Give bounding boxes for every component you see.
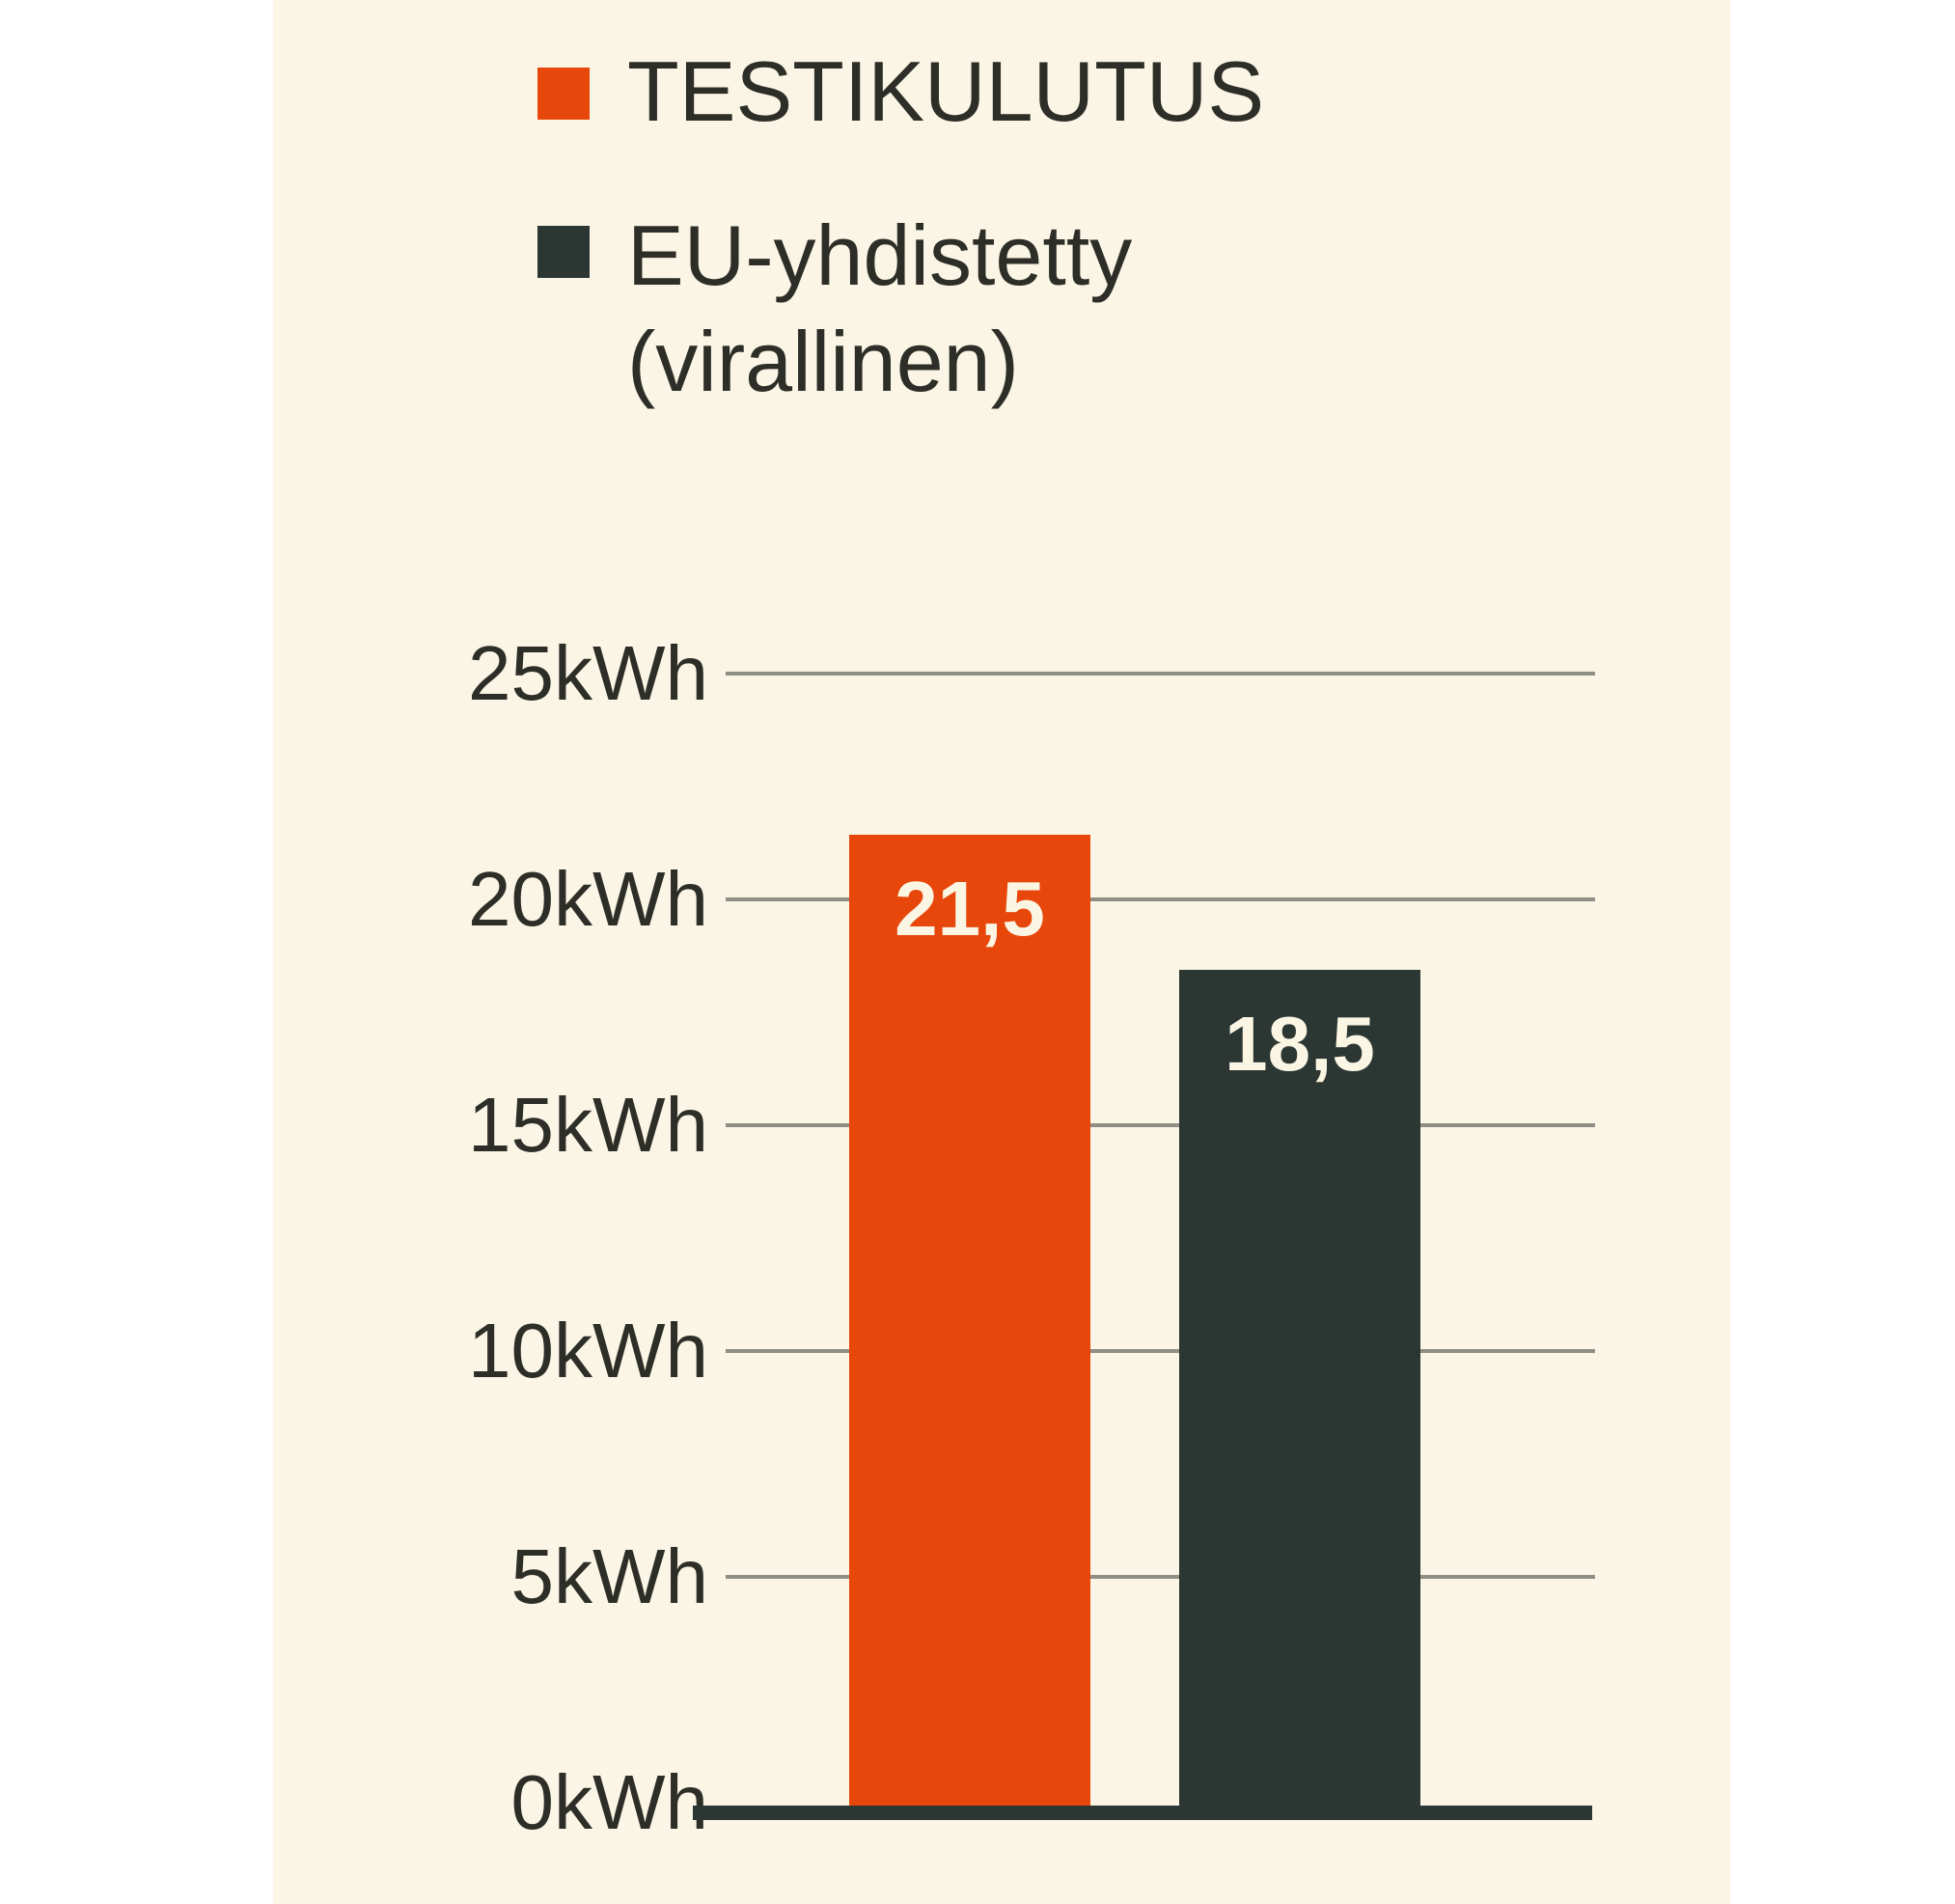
- legend-label-line: (virallinen): [627, 314, 1019, 409]
- legend-label-line: EU-yhdistetty: [627, 207, 1133, 303]
- bar-eu-yhdistetty-virallinen: 18,5: [1179, 970, 1420, 1806]
- y-axis-label-20kwh: 20kWh: [468, 856, 708, 942]
- gridline-5kwh: [726, 1575, 1595, 1579]
- legend-label-line: TESTIKULUTUS: [627, 43, 1265, 139]
- y-axis-label-25kwh: 25kWh: [468, 630, 708, 716]
- legend-swatch-testikulutus: [537, 68, 590, 120]
- bar-testikulutus: 21,5: [849, 834, 1090, 1806]
- legend-swatch-eu-yhdistetty: [537, 226, 590, 278]
- gridline-20kwh: [726, 897, 1595, 901]
- legend-label-eu-yhdistetty: EU-yhdistetty (virallinen): [627, 203, 1132, 415]
- y-axis-label-10kwh: 10kWh: [468, 1308, 708, 1394]
- gridline-25kwh: [726, 672, 1595, 676]
- x-axis-baseline: [693, 1806, 1592, 1820]
- y-axis-label-0kwh: 0kWh: [510, 1759, 709, 1845]
- bar-value-label-eu-yhdistetty-virallinen: 18,5: [1225, 1001, 1375, 1088]
- y-axis-label-5kwh: 5kWh: [510, 1533, 709, 1619]
- bar-value-label-testikulutus: 21,5: [895, 865, 1045, 952]
- gridline-15kwh: [726, 1123, 1595, 1127]
- y-axis-label-15kwh: 15kWh: [468, 1082, 708, 1168]
- gridline-10kwh: [726, 1349, 1595, 1353]
- legend-label-testikulutus: TESTIKULUTUS: [627, 39, 1264, 145]
